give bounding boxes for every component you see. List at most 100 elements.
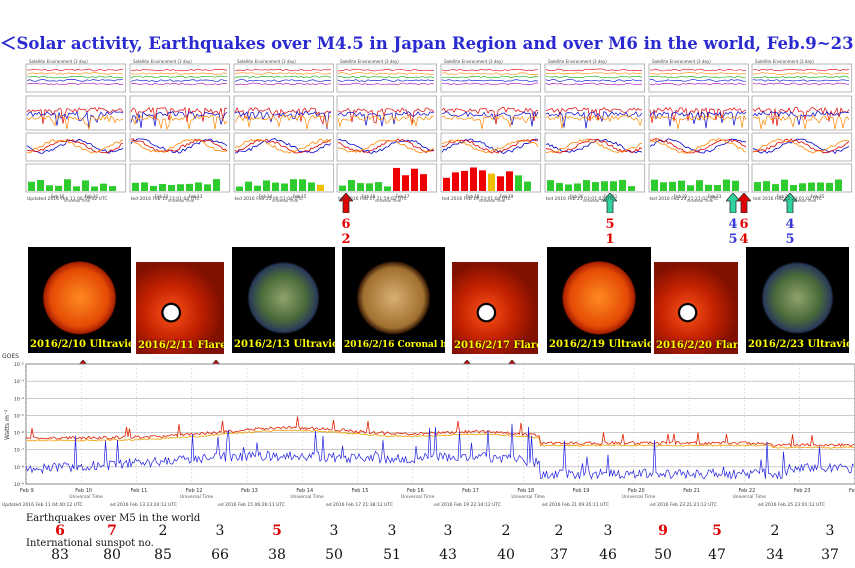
kp-bar [46,185,53,191]
sunspot-number: 40 [497,547,515,563]
earthquake-count: 2 [554,523,564,539]
strip-panel: Satellite Environment (3 day) Feb 16 Feb 1… [336,58,438,203]
sunspot-number: 50 [325,547,343,563]
strip-day-label: Feb 17 [396,194,410,199]
x-day-label: Feb 15 [352,488,369,494]
xray-updated-label: ed 2016 Feb 25 23:01:12 UTC [758,502,825,508]
goes-label: GOES [2,353,19,360]
strip-day-label: Feb 23 [707,194,721,199]
strip-updated-label: ted 2016 Feb 19 23:01:04 UTC [442,197,511,202]
sunspot-row-label: International sunspot no. [26,538,154,549]
marker-top-number: 6 [739,217,749,232]
strip-ut-label: Universal Time [375,199,401,203]
y-axis-label: Watts m⁻² [4,409,11,440]
strip-panel: Satellite Environment (3 day) Feb 10 Feb 1… [25,58,127,203]
kp-bar [402,175,410,191]
sunspot-number: 50 [654,547,672,563]
strip-panel-svg: Satellite Environment (3 day) Feb 12 Feb 1… [129,59,230,203]
kp-bar [799,183,807,191]
kp-bar [411,168,419,191]
kp-bar [235,186,243,191]
strip-header-label: Satellite Environment (3 day) [548,59,607,64]
x-day-label: Feb 24 [849,488,855,494]
kp-bar [686,185,694,191]
sunspot-number: 66 [211,547,229,563]
strip-panel: Satellite Environment (3 day) Feb 24 Feb 2… [751,58,853,203]
earthquake-count: 3 [329,523,339,539]
x-day-label: Feb 11 [131,488,148,494]
earthquake-count: 3 [825,523,835,539]
sunspot-number: 83 [51,547,69,563]
kp-bar [348,180,356,191]
solar-image-caption: 2016/2/16 Coronal hole [344,340,445,350]
earthquake-count: 5 [712,523,722,539]
kp-bar [826,182,834,191]
kp-bar [452,172,459,191]
kp-bar [131,182,139,191]
strip-panel-svg: Satellite Environment (3 day) Feb 14 Feb 1… [233,59,334,203]
kp-bar [763,181,771,191]
solar-image-caption: 2016/2/20 Flare [656,340,738,351]
strip-ut-label: Universal Time [64,199,90,203]
x-day-label: Feb 9 [20,488,34,494]
kp-bar [515,175,522,191]
kp-bar [262,180,270,191]
strip-panel: Satellite Environment (3 day) Feb 22 Feb 2… [648,58,750,203]
kp-bar [307,182,315,191]
kp-bar [781,179,789,191]
kp-bar [420,174,428,191]
kp-bar [835,179,843,191]
kp-bar [339,185,347,191]
y-tick-label: 10⁻⁵ [14,413,24,419]
kp-bar [100,183,107,191]
kp-bar [659,182,667,191]
kp-bar [64,179,71,191]
marker-bottom-number: 2 [341,232,351,247]
kp-bar [713,184,721,191]
sunspot-number: 51 [383,547,401,563]
kp-bar [618,179,626,191]
earthquake-count: 2 [158,523,168,539]
strip-header-label: Satellite Environment (3 day) [340,59,399,64]
kp-bar [185,183,193,191]
kp-bar [524,181,531,191]
kp-bar [149,185,157,191]
sunspot-number: 38 [268,547,286,563]
x-day-label: Feb 19 [573,488,590,494]
kp-bar [704,184,712,191]
kp-bar [564,184,572,191]
kp-bar [546,180,554,191]
x-day-label: Feb 13 [241,488,258,494]
strip-ut-label: Universal Time [583,199,609,203]
kp-bar [384,186,392,191]
x-day-label: Feb 14 [296,488,313,494]
strip-panel: Satellite Environment (3 day) Feb 14 Feb 1… [233,58,335,203]
kp-bar [194,182,202,191]
strip-ut-label: Universal Time [479,199,505,203]
strip-header-label: Satellite Environment (3 day) [755,59,814,64]
strip-day-label: Feb 25 [811,194,825,199]
kp-bar [212,179,220,191]
kp-bar [140,182,148,191]
xray-updated-label: ed 2016 Feb 13 23:24:12 UTC [110,502,177,508]
xray-short-blue-trace [25,423,855,480]
strip-day-label: Feb 13 [189,194,203,199]
x-ut-label: Universal Time [511,494,545,500]
strip-updated-label: ted 2016 Feb 17 21:59:02 UTC [338,197,408,202]
earthquake-count: 6 [55,523,65,539]
strip-panel-svg: Satellite Environment (3 day) Feb 10 Feb 1… [25,59,127,203]
marker-top-number: 4 [728,217,738,232]
strip-day-label: Feb 16 [362,194,376,199]
green-arrow-icon [780,192,800,217]
sunspot-number: 46 [599,547,617,563]
strip-panel-svg: Satellite Environment (3 day) Feb 24 Feb 2… [751,59,853,203]
strip-updated-label: Updated 2016 Feb 11 06:59:02 UTC [27,197,108,202]
strip-panel-svg: Satellite Environment (3 day) Feb 16 Feb 1… [336,59,438,203]
y-tick-label: 10⁻³ [14,379,24,385]
solar-image-coronagraph: 2016/2/11 Flare [136,262,224,354]
earthquake-count: 7 [107,523,117,539]
xray-updated-label: ed 2016 Feb 19 22:34:12 UTC [434,502,501,508]
kp-bar [790,185,798,191]
